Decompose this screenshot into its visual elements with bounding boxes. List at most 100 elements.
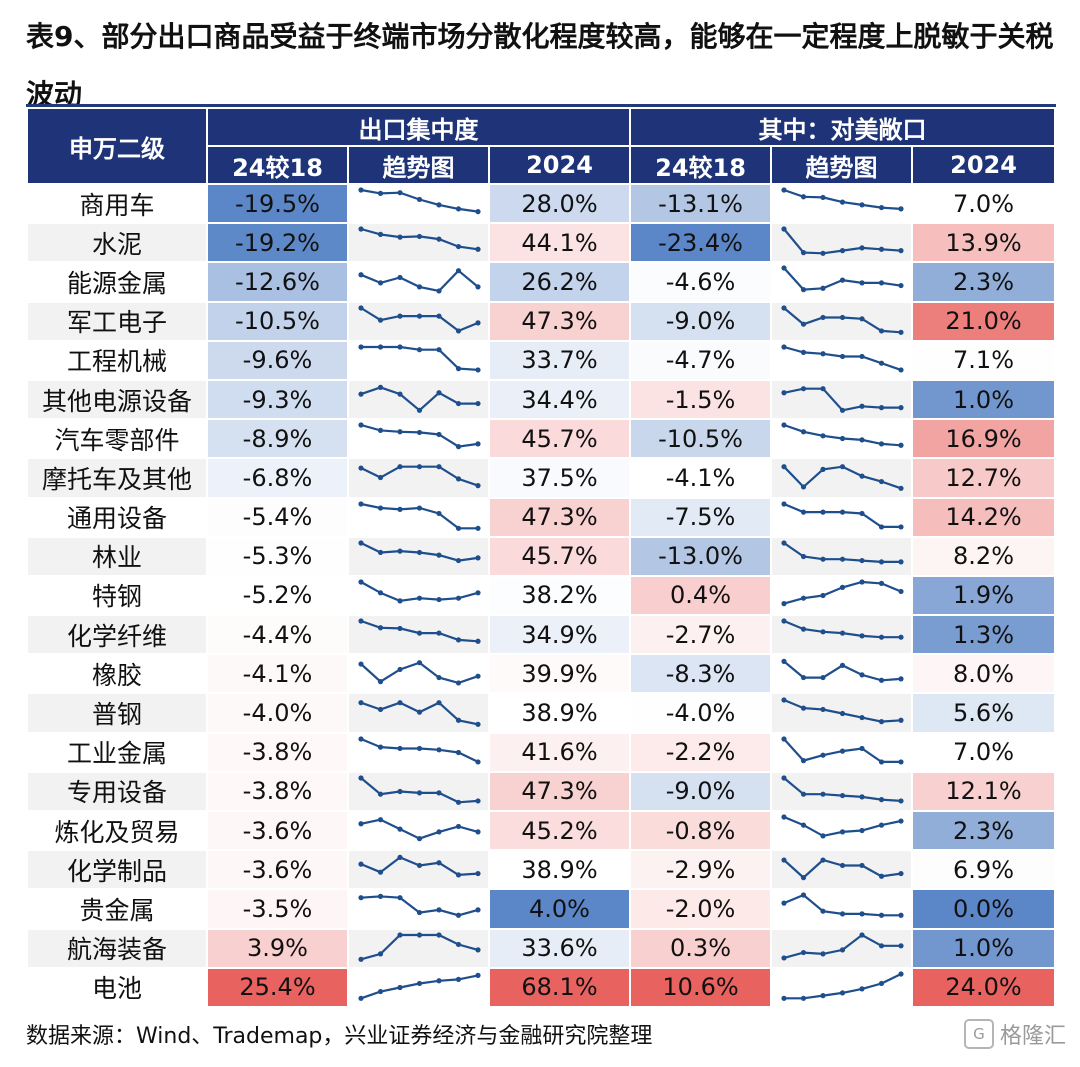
sparkline-point — [475, 721, 481, 727]
sparkline-point — [800, 705, 807, 711]
concentration-trend-sparkline-cell — [349, 224, 490, 264]
us-exposure-trend-sparkline — [781, 696, 904, 724]
sparkline-point — [455, 823, 462, 830]
sparkline-point — [377, 950, 384, 957]
sparkline-point — [475, 907, 481, 913]
sparkline-point — [878, 942, 885, 949]
sparkline-point — [898, 942, 904, 949]
concentration-trend-sparkline-cell — [349, 498, 490, 538]
sparkline-point — [820, 467, 826, 473]
sparkline-point — [455, 749, 462, 755]
sparkline-point — [859, 557, 865, 563]
sparkline-point — [859, 714, 865, 720]
industry-name: 汽车零部件 — [28, 420, 208, 460]
sparkline-point — [358, 956, 364, 962]
sparkline-point — [878, 580, 885, 586]
us-exposure-change: -4.6% — [631, 263, 773, 303]
sparkline-point — [820, 791, 826, 797]
table-row: 水泥 -19.2% 44.1% -23.4% 13.9% — [28, 224, 1055, 264]
sparkline-point — [436, 860, 442, 866]
us-exposure-2024: 7.0% — [913, 733, 1055, 773]
sparkline-point — [859, 745, 865, 751]
sparkline-point — [878, 796, 885, 803]
sparkline-point — [455, 913, 462, 919]
us-exposure-2024: 14.2% — [913, 498, 1055, 538]
sparkline-point — [397, 895, 403, 901]
sparkline-point — [475, 400, 481, 407]
industry-name: 其他电源设备 — [28, 380, 208, 421]
sparkline-point — [416, 595, 423, 601]
sparkline-point — [898, 676, 904, 682]
us-exposure-change: 0.3% — [631, 929, 773, 969]
sparkline-point — [436, 288, 442, 295]
industry-name: 军工电子 — [28, 302, 208, 342]
us-exposure-change: -23.4% — [631, 224, 773, 264]
concentration-2024: 4.0% — [490, 890, 632, 930]
sparkline-point — [475, 759, 481, 765]
concentration-2024: 44.1% — [490, 224, 632, 264]
concentration-trend-sparkline-cell — [349, 694, 490, 734]
sparkline-point — [358, 736, 364, 742]
us-exposure-2024: 16.9% — [913, 420, 1055, 460]
sparkline-point — [436, 346, 442, 353]
sparkline-point — [358, 391, 364, 397]
sparkline-point — [377, 505, 384, 511]
industry-name: 摩托车及其他 — [28, 459, 208, 499]
sparkline-point — [436, 630, 442, 636]
sparkline-point — [820, 314, 826, 320]
header-sub-change: 24较18 — [208, 147, 349, 185]
sparkline-point — [377, 384, 384, 390]
industry-name: 能源金属 — [28, 263, 208, 303]
sparkline-point — [781, 696, 787, 703]
sparkline-point — [859, 932, 865, 938]
industry-name: 工业金属 — [28, 733, 208, 773]
concentration-2024: 28.0% — [490, 185, 632, 225]
export-concentration-table: 申万二级 出口集中度 其中：对美敞口 24较18 趋势图 2024 24较18 … — [28, 109, 1055, 1008]
sparkline-point — [898, 367, 904, 373]
sparkline-point — [898, 329, 904, 335]
sparkline-point — [859, 315, 865, 322]
sparkline-point — [455, 941, 462, 947]
sparkline-point — [455, 328, 462, 334]
sparkline-point — [377, 625, 384, 631]
us-exposure-trend-sparkline — [781, 187, 904, 212]
sparkline-point — [377, 791, 384, 797]
concentration-change: 3.9% — [208, 929, 349, 969]
concentration-trend-sparkline-cell — [349, 929, 490, 969]
us-exposure-trend-sparkline — [781, 892, 904, 919]
concentration-trend-sparkline — [358, 932, 481, 962]
sparkline-point — [800, 675, 807, 681]
sparkline-point — [898, 759, 904, 765]
sparkline-point — [898, 871, 904, 877]
us-exposure-2024: 1.3% — [913, 616, 1055, 656]
sparkline-point — [878, 759, 885, 765]
sparkline-point — [859, 473, 865, 480]
sparkline-point — [898, 248, 904, 254]
sparkline-point — [878, 523, 885, 530]
sparkline-point — [859, 510, 865, 516]
concentration-trend-sparkline — [358, 775, 481, 805]
us-exposure-2024: 21.0% — [913, 302, 1055, 342]
sparkline-point — [898, 405, 904, 411]
sparkline-path — [783, 306, 902, 334]
us-exposure-2024: 13.9% — [913, 224, 1055, 264]
concentration-change: -9.6% — [208, 341, 349, 381]
sparkline-point — [436, 202, 442, 208]
table-row: 汽车零部件 -8.9% 45.7% -10.5% 16.9% — [28, 420, 1055, 460]
sparkline-point — [781, 814, 787, 820]
concentration-2024: 47.3% — [490, 302, 632, 342]
sparkline-point — [436, 977, 442, 984]
sparkline-point — [397, 826, 403, 832]
us-exposure-trend-sparkline-cell — [772, 537, 914, 577]
us-exposure-trend-sparkline-cell — [772, 302, 914, 342]
us-exposure-trend-sparkline — [781, 814, 904, 839]
concentration-2024: 38.9% — [490, 851, 632, 891]
watermark-logo-icon: G — [963, 1019, 994, 1049]
sparkline-point — [781, 422, 787, 428]
concentration-change: -12.6% — [208, 263, 349, 303]
us-exposure-trend-sparkline — [781, 775, 904, 804]
sparkline-point — [358, 540, 364, 546]
sparkline-point — [859, 827, 865, 834]
sparkline-point — [800, 321, 807, 327]
table-row: 航海装备 3.9% 33.6% 0.3% 1.0% — [28, 929, 1055, 969]
